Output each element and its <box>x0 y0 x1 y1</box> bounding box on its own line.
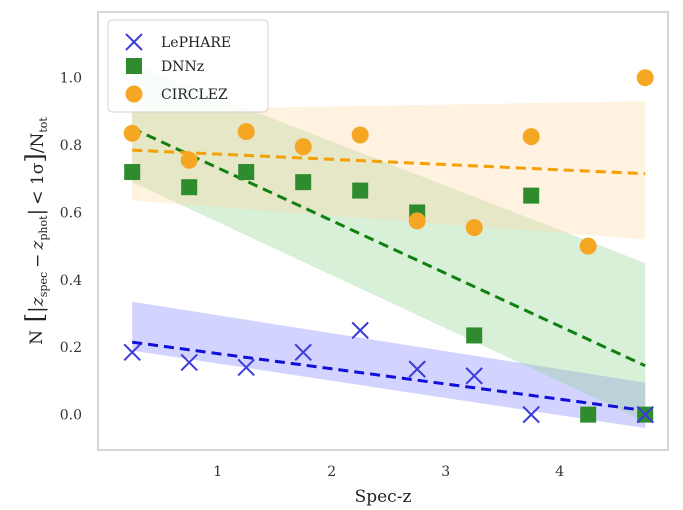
legend-label-circlez: CIRCLEZ <box>161 87 228 103</box>
legend: LePHARE DNNz CIRCLEZ <box>107 19 269 113</box>
point-circlez <box>408 212 426 230</box>
point-circlez <box>294 138 312 156</box>
y-tick-label: 0.4 <box>60 273 82 289</box>
legend-marker-circlez <box>125 85 143 103</box>
fit-line-lephare <box>132 340 646 413</box>
point-dnnz <box>523 187 540 204</box>
x-tick-label: 2 <box>327 464 336 480</box>
fit-lines <box>131 126 646 413</box>
y-tick-label: 0.6 <box>60 205 82 221</box>
point-lephare <box>408 360 426 378</box>
point-circlez <box>180 151 198 169</box>
y-tick-label: 0.8 <box>60 138 82 154</box>
point-lephare <box>351 321 369 340</box>
x-axis-label: Spec-z <box>355 487 412 507</box>
point-circlez <box>237 123 255 141</box>
y-tick-label: 0.0 <box>60 408 82 424</box>
point-dnnz <box>295 174 312 191</box>
y-tick-label: 1.0 <box>60 71 82 87</box>
point-dnnz <box>580 406 597 423</box>
point-circlez <box>123 124 141 142</box>
point-circlez <box>522 128 540 146</box>
x-tick-label: 1 <box>213 464 222 480</box>
legend-label-lephare: LePHARE <box>161 35 231 51</box>
point-dnnz <box>466 327 483 344</box>
svg-text:N [|zspec−zphot|< 1σ]/Ntot: N [|zspec−zphot|< 1σ]/Ntot <box>21 117 50 345</box>
point-circlez <box>465 219 483 237</box>
y-axis-label: N [|zspec−zphot|< 1σ]/Ntot <box>21 117 50 345</box>
band-lephare <box>132 301 646 429</box>
y-tick-label: 0.2 <box>60 340 82 356</box>
confidence-bands <box>132 64 646 429</box>
fit-line-dnnz <box>131 126 646 368</box>
legend-label-dnnz: DNNz <box>161 59 204 75</box>
data-points <box>123 69 654 424</box>
legend-box <box>107 19 269 113</box>
point-circlez <box>351 126 369 144</box>
band-circlez <box>132 101 646 240</box>
point-lephare <box>294 343 312 361</box>
band-dnnz <box>132 64 646 422</box>
point-dnnz <box>124 164 141 181</box>
x-tick-label: 4 <box>555 464 564 480</box>
point-dnnz <box>181 179 198 196</box>
point-dnnz <box>238 164 255 181</box>
y-axis-ticks: 0.0 0.2 0.4 0.6 0.8 1.0 <box>60 71 82 424</box>
point-lephare <box>123 343 141 361</box>
point-lephare <box>465 367 483 385</box>
point-dnnz <box>352 182 369 199</box>
point-lephare <box>636 405 654 424</box>
legend-marker-dnnz <box>126 58 142 74</box>
point-lephare <box>180 353 198 372</box>
point-lephare <box>522 405 540 424</box>
x-axis-ticks: 1 2 3 4 <box>213 464 564 480</box>
point-lephare <box>237 358 255 377</box>
point-circlez <box>579 237 597 255</box>
fit-line-circlez <box>132 148 646 176</box>
legend-marker-lephare <box>125 33 143 51</box>
point-circlez <box>636 69 654 87</box>
x-tick-label: 3 <box>441 464 450 480</box>
